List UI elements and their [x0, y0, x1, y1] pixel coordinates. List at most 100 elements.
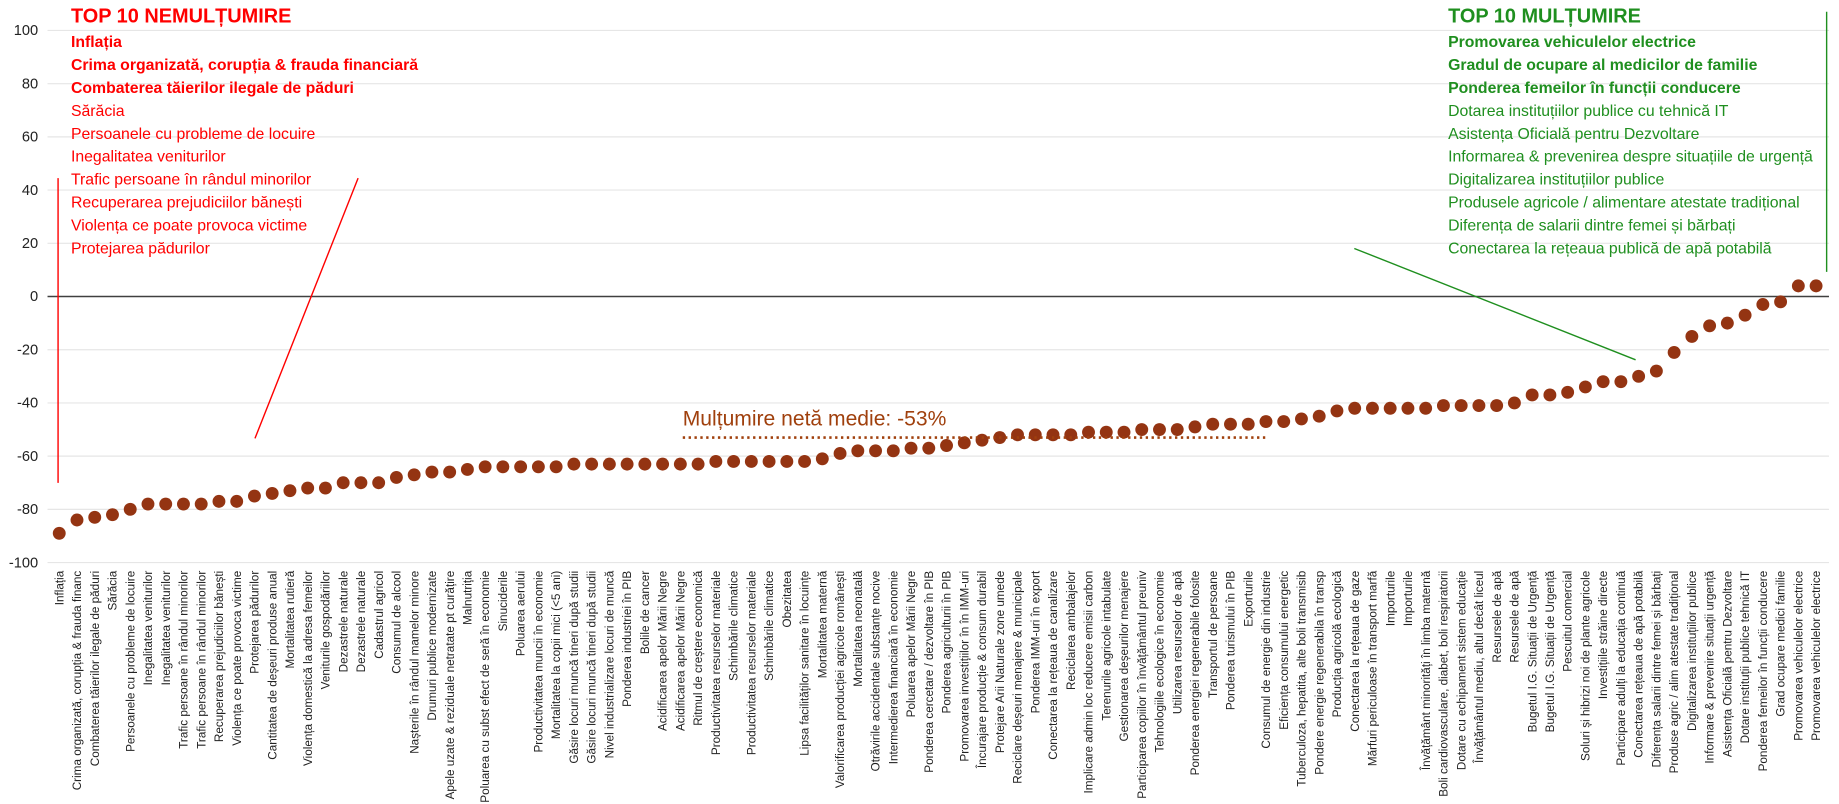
x-tick-label: Drumuri publice modernizate	[426, 571, 439, 721]
x-tick-label: Conectarea la rețeaua de gaze	[1349, 571, 1362, 732]
x-tick-label: Inegalitatea veniturilor	[142, 571, 155, 686]
x-tick-label: Conectarea la rețeaua de canalizare	[1047, 571, 1060, 760]
data-point	[1206, 417, 1220, 431]
data-point	[922, 441, 936, 455]
data-point	[531, 460, 545, 474]
x-tick-label: Dezastrele naturale	[337, 571, 350, 673]
list-item: Dotarea instituțiilor publice cu tehnică…	[1448, 103, 1729, 120]
data-point	[106, 508, 119, 522]
x-tick-label: Trafic persoane în rândul minorilor	[195, 571, 208, 749]
data-point	[975, 433, 989, 447]
x-tick-label: Obezitatea	[781, 570, 794, 627]
data-point	[1082, 425, 1095, 439]
data-point	[159, 497, 173, 511]
list-item: Persoanele cu probleme de locuire	[71, 126, 316, 143]
list-item: Promovarea vehiculelor electrice	[1448, 34, 1696, 51]
data-point	[1135, 423, 1149, 436]
x-tick-label: Veniturile gospodăriilor	[320, 571, 333, 690]
y-tick-label: -20	[17, 342, 38, 358]
x-tick-label: Reciclare deșeuri menajere & municipale	[1012, 571, 1025, 784]
data-point	[194, 497, 208, 511]
data-point	[602, 457, 616, 471]
list-title: TOP 10 MULȚUMIRE	[1448, 5, 1641, 27]
data-point	[1667, 345, 1681, 359]
data-point	[1756, 298, 1770, 311]
data-point	[1401, 401, 1415, 415]
y-tick-label: 20	[22, 236, 38, 252]
data-point	[691, 457, 705, 471]
list-item: Asistența Oficială pentru Dezvoltare	[1448, 126, 1700, 143]
x-tick-label: Poluarea cu subst efect de seră în econo…	[479, 571, 492, 803]
x-tick-label: Ponderea industriei în PIB	[621, 571, 634, 707]
data-point	[496, 460, 510, 474]
data-point	[1525, 388, 1539, 402]
y-tick-label: -60	[17, 449, 38, 465]
x-tick-label: Importurile	[1402, 571, 1415, 626]
data-point	[70, 513, 84, 527]
x-tick-label: Tehnologiile ecologice în economie	[1154, 571, 1167, 753]
x-tick-label: Importurile	[1384, 571, 1397, 626]
x-tick-label: Violența domestică la adresa femeilor	[302, 571, 315, 766]
x-tick-label: Exporturile	[1242, 571, 1255, 627]
data-point	[123, 502, 137, 516]
list-item: Diferența de salarii dintre femei și băr…	[1448, 218, 1735, 235]
x-tick-label: Digitalizarea instituțiilor publice	[1686, 571, 1699, 731]
data-point	[869, 444, 883, 458]
y-tick-label: 0	[30, 289, 38, 305]
data-point	[851, 444, 865, 458]
x-tick-label: Ponderea agriculturii în PIB	[941, 571, 954, 714]
x-tick-label: Terenurile agricole intabulate	[1100, 571, 1113, 721]
data-point	[1046, 428, 1060, 442]
axis-layer: -100 -80 -60 -40 -20 0 20 40 60 80 100 Inflația Crim…	[9, 23, 1829, 803]
data-point	[638, 457, 652, 471]
data-point	[372, 476, 386, 490]
data-point	[957, 436, 971, 450]
x-tick-label: Intermedierea financiară în economie	[887, 571, 900, 764]
data-point	[425, 465, 439, 479]
x-tick-label: Productivitatea resurselor materiale	[745, 571, 758, 755]
pointer-line	[254, 177, 359, 439]
x-tick-label: Reciclarea ambalajelor	[1065, 571, 1078, 690]
x-tick-label: Consumul de alcool	[391, 571, 404, 674]
x-tick-label: Acidificarea apelor Mării Negre	[657, 571, 670, 731]
data-point	[52, 526, 66, 540]
data-point	[1543, 388, 1557, 402]
data-point	[620, 457, 634, 471]
x-tick-label: Protejarea pădurilor	[249, 571, 262, 674]
data-point	[354, 476, 368, 490]
data-point	[780, 455, 794, 468]
x-tick-label: Mărfuri periculoase în transport marfă	[1367, 570, 1380, 766]
x-tick-label: Participare adulți la educația continuă	[1615, 570, 1628, 765]
list-item: Inegalitatea veniturilor	[71, 149, 226, 166]
data-point	[1259, 415, 1273, 429]
data-point	[815, 452, 829, 466]
data-point	[1170, 423, 1184, 436]
data-point	[762, 455, 776, 468]
data-point	[1791, 279, 1805, 293]
x-tick-label: Implicare admin loc reducere emisii carb…	[1083, 571, 1096, 794]
x-tick-label: Gestionarea deșeurilor menajere	[1118, 571, 1131, 742]
x-tick-label: Mortalitatea neonatală	[852, 570, 865, 686]
data-point	[1703, 319, 1717, 333]
x-tick-label: Conectarea rețeaua de apă potabilă	[1633, 570, 1646, 757]
data-point	[1738, 308, 1752, 322]
x-tick-label: Promovarea vehiculelor electrice	[1810, 571, 1823, 741]
data-point	[1614, 375, 1628, 389]
x-tick-label: Sărăcia	[107, 570, 120, 610]
x-tick-label: Schimbările climatice	[728, 571, 741, 681]
data-point	[886, 444, 900, 458]
mean-label: Mulțumire netă medie: -53%	[683, 407, 947, 430]
data-point	[336, 476, 350, 490]
x-tick-label: Mortalitatea maternă	[816, 570, 829, 678]
data-point	[177, 497, 190, 511]
data-point	[1649, 364, 1663, 378]
x-tick-label: Bugetul I.G. Situații de Urgență	[1544, 570, 1557, 732]
x-tick-label: Ponderea turismului în PIB	[1225, 571, 1238, 711]
data-point	[1330, 404, 1344, 418]
x-tick-label: Promovarea investițiilor în în IMM-uri	[958, 571, 971, 762]
data-point	[212, 494, 226, 508]
data-point	[1490, 399, 1504, 413]
x-tick-label: Ponderea cercetare / dezvoltare în PIB	[923, 571, 936, 773]
data-point	[940, 439, 953, 452]
data-point	[1507, 396, 1521, 410]
